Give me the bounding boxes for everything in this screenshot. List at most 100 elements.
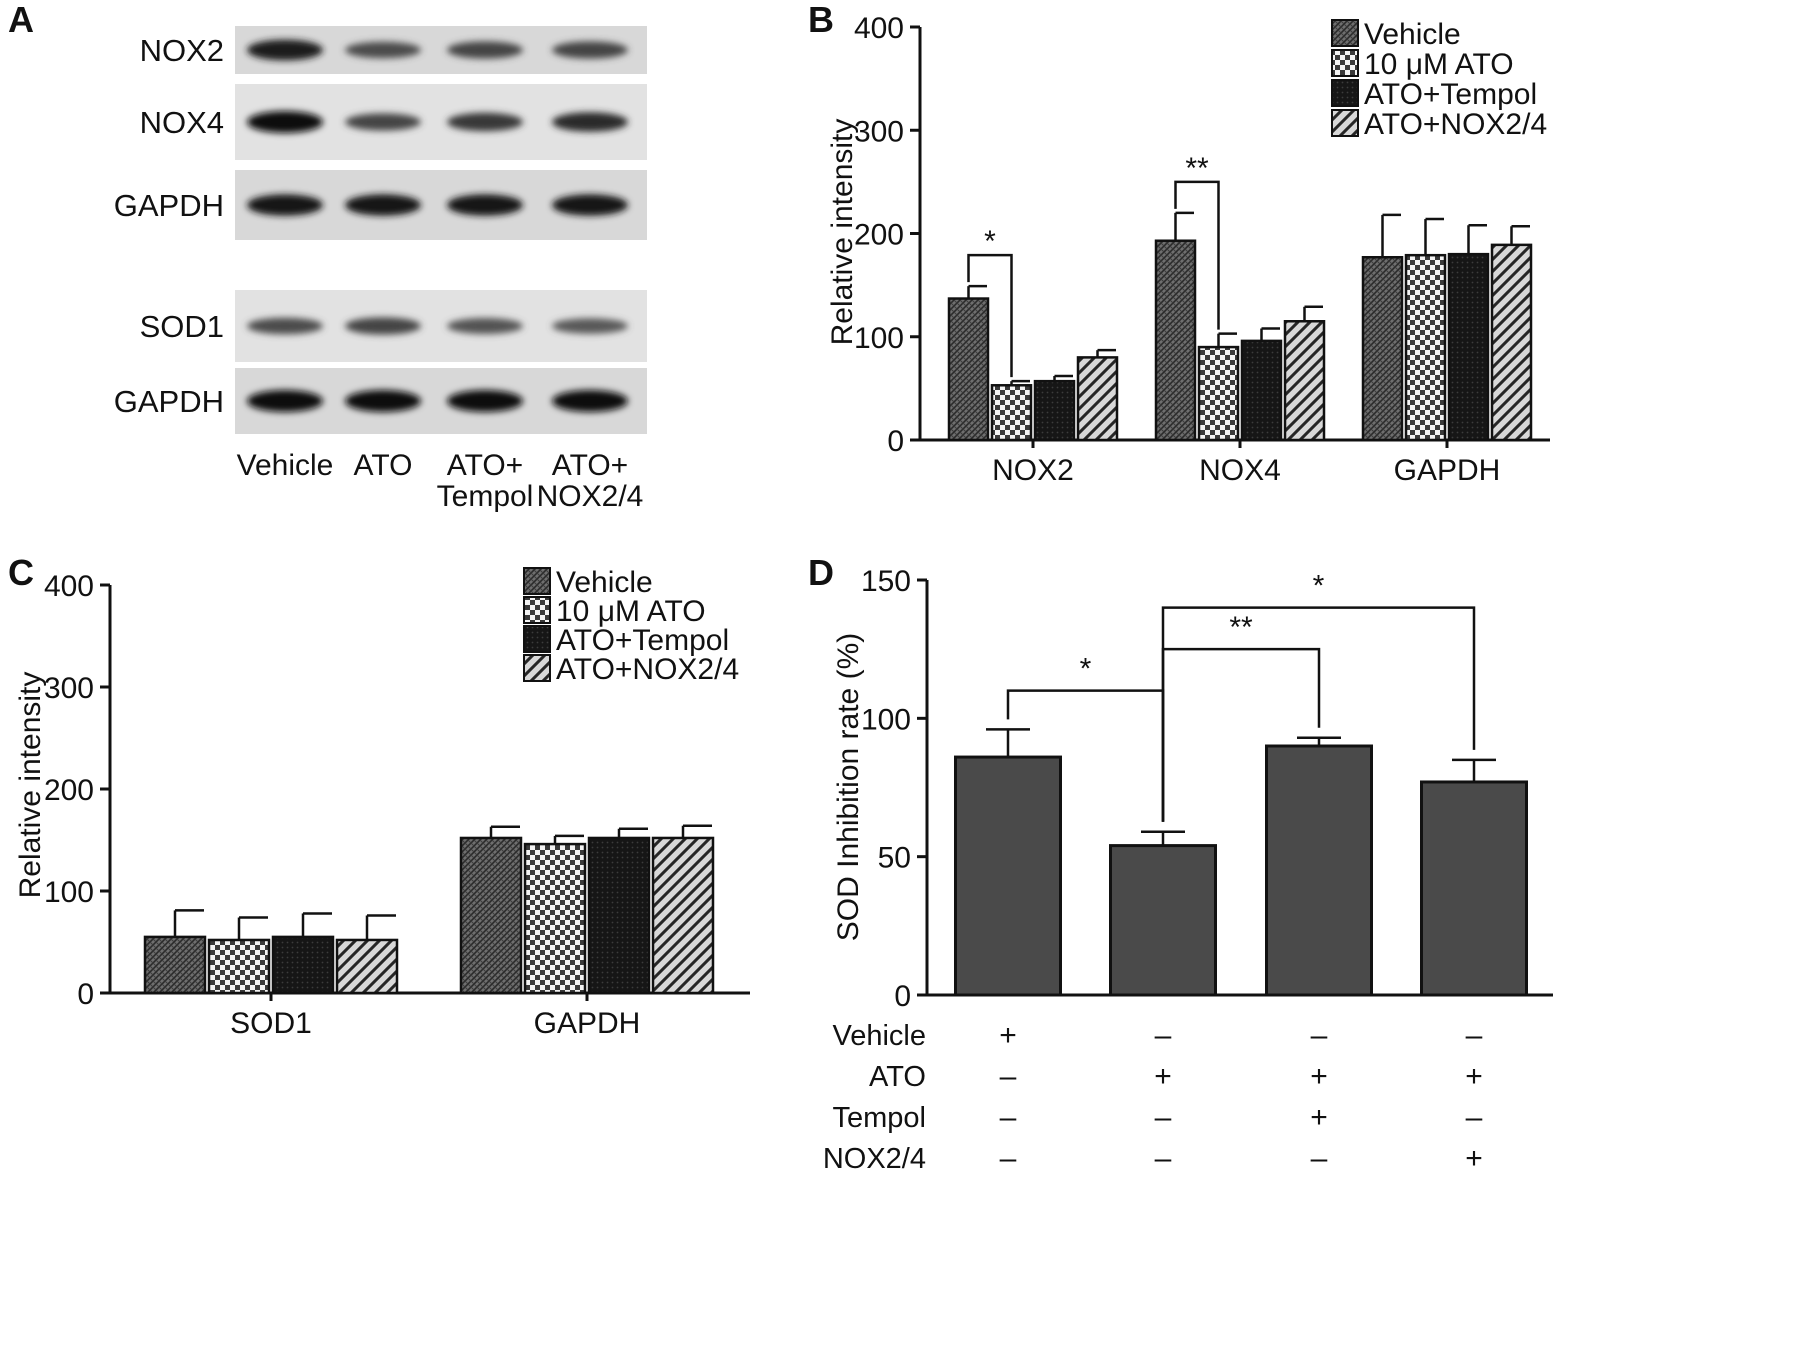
significance-label: * [1313,570,1325,603]
legend-label: 10 μM ATO [556,595,706,628]
lane-label: ATO+ [447,449,523,482]
blot-band [447,390,523,412]
bar [1283,320,1326,442]
condition-sign: – [1000,1142,1017,1175]
blot-row-nox2: NOX2 [140,26,647,74]
significance-bracket [1174,180,1220,330]
blot-label: NOX4 [140,105,224,140]
condition-label: Tempol [833,1102,927,1134]
lane-label: ATO [354,449,413,482]
bar [1265,744,1373,997]
bar [651,836,715,995]
lane-label: NOX2/4 [537,480,644,513]
blot-band [345,113,421,131]
bar [207,938,271,995]
bar [1154,239,1197,442]
y-tick-label: 50 [878,842,911,875]
legend-label: Vehicle [556,566,653,599]
x-tick-label: NOX4 [1199,454,1281,487]
panel-d-y-axis-title: SOD Inhibition rate (%) [832,633,865,941]
blot-band [247,194,323,216]
legend-swatch [1331,49,1359,77]
blot-row-sod1: SOD1 [140,290,647,362]
bar [1076,356,1119,442]
blot-band [447,194,523,216]
blot-row-gapdh: GAPDH [114,170,647,240]
y-tick-label: 100 [861,703,911,736]
y-tick-label: 100 [44,876,94,909]
condition-sign: – [1466,1101,1483,1134]
panel-d-letter: D [808,552,834,593]
bar [1447,252,1490,442]
x-tick-label: GAPDH [534,1007,641,1040]
bar [587,836,651,995]
blot-band [552,112,628,132]
condition-sign: + [1465,1142,1483,1175]
blot-label: SOD1 [140,309,224,344]
bar [947,297,990,442]
panel-c-y-axis-title: Relative intensity [14,672,47,899]
y-tick-label: 300 [854,115,904,148]
blot-band [345,41,421,59]
blot-band [552,390,628,412]
condition-sign: – [1000,1101,1017,1134]
bar [1109,844,1217,997]
panel-b-letter: B [808,0,834,40]
condition-sign: – [1155,1101,1172,1134]
blot-band [552,318,628,334]
bar [143,935,207,995]
condition-sign: – [1155,1019,1172,1052]
condition-sign: – [1311,1142,1328,1175]
lane-label: Vehicle [237,449,334,482]
legend-label: ATO+NOX2/4 [1364,108,1547,141]
blot-band [345,390,421,412]
blot-band [447,318,523,334]
blot-rows: NOX2 NOX4 GAPDH SOD1 GAPDH [114,26,647,434]
panel-d-chart: D SOD Inhibition rate (%) 050100150****V… [808,552,1553,1175]
y-tick-label: 400 [854,12,904,45]
legend-label: ATO+Tempol [556,624,729,657]
condition-label: NOX2/4 [823,1143,926,1175]
significance-label: * [984,225,996,258]
bar [523,842,587,995]
legend-swatch [523,567,551,595]
panel-c-chart: C Relative intensity 0 100 200 300 400 SOD1 GA… [8,552,750,1040]
bar [1420,780,1528,997]
panel-a-letter: A [8,0,34,40]
legend-label: ATO+NOX2/4 [556,653,739,686]
bar [990,384,1033,442]
condition-sign: + [1310,1101,1328,1134]
bar [459,836,523,995]
y-tick-label: 200 [44,774,94,807]
bar [954,755,1062,997]
x-tick-label: SOD1 [230,1007,312,1040]
panel-b-y-axis-title: Relative intensity [826,119,859,346]
bar [1197,345,1240,442]
bar [1361,255,1404,442]
significance-bracket: * [1161,570,1476,822]
panel-c-letter: C [8,552,34,593]
bar [271,935,335,995]
legend-swatch [523,654,551,682]
significance-label: ** [1185,152,1209,185]
y-tick-label: 400 [44,570,94,603]
blot-band [345,317,421,335]
significance-label: * [1080,653,1092,686]
significance-bracket [967,253,1013,378]
significance-label: ** [1229,611,1253,644]
condition-sign: + [1154,1060,1172,1093]
x-tick-label: NOX2 [992,454,1074,487]
blot-band [247,317,323,335]
blot-row-nox4: NOX4 [140,84,647,160]
blot-band [247,111,323,133]
x-tick-label: GAPDH [1394,454,1501,487]
blot-band [247,390,323,412]
blot-band [552,194,628,216]
blot-band [552,41,628,59]
y-tick-label: 150 [861,565,911,598]
bar [335,938,399,995]
